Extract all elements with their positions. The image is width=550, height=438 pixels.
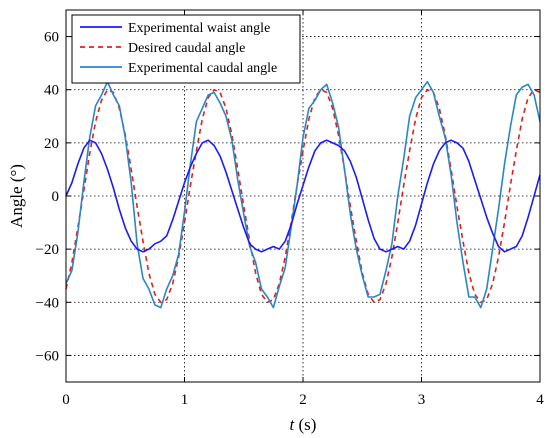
- series-line-1: [65, 88, 541, 304]
- x-tick-label: 2: [299, 392, 307, 408]
- legend-label: Experimental waist angle: [128, 21, 270, 36]
- legend-label: Experimental caudal angle: [128, 61, 277, 76]
- x-axis-label-variable: t: [290, 415, 296, 434]
- x-tick-label: 4: [536, 392, 544, 408]
- series-layer: [65, 80, 541, 309]
- legend-label: Desired caudal angle: [128, 41, 245, 56]
- y-tick-label: −40: [36, 295, 59, 311]
- x-tick-label: 3: [418, 392, 426, 408]
- y-tick-label: −20: [36, 242, 59, 258]
- y-axis-label: Angle (°): [7, 164, 26, 228]
- y-tick-label: 0: [52, 189, 60, 205]
- y-tick-label: 60: [44, 30, 59, 46]
- x-tick-label: 1: [181, 392, 189, 408]
- y-tick-label: −60: [36, 348, 59, 364]
- series-line-2: [65, 80, 541, 309]
- x-axis-label-unit: (s): [294, 415, 316, 434]
- x-axis-label: t (s): [290, 415, 317, 434]
- y-tick-label: 20: [44, 136, 59, 152]
- axis-ticks: 0 1 2 3 4 −60 −40 −20 0 20 40 60: [36, 10, 544, 408]
- legend: Experimental waist angle Desired caudal a…: [71, 14, 301, 84]
- series-line-0: [65, 139, 541, 253]
- x-tick-label: 0: [62, 392, 70, 408]
- y-tick-label: 40: [44, 83, 59, 99]
